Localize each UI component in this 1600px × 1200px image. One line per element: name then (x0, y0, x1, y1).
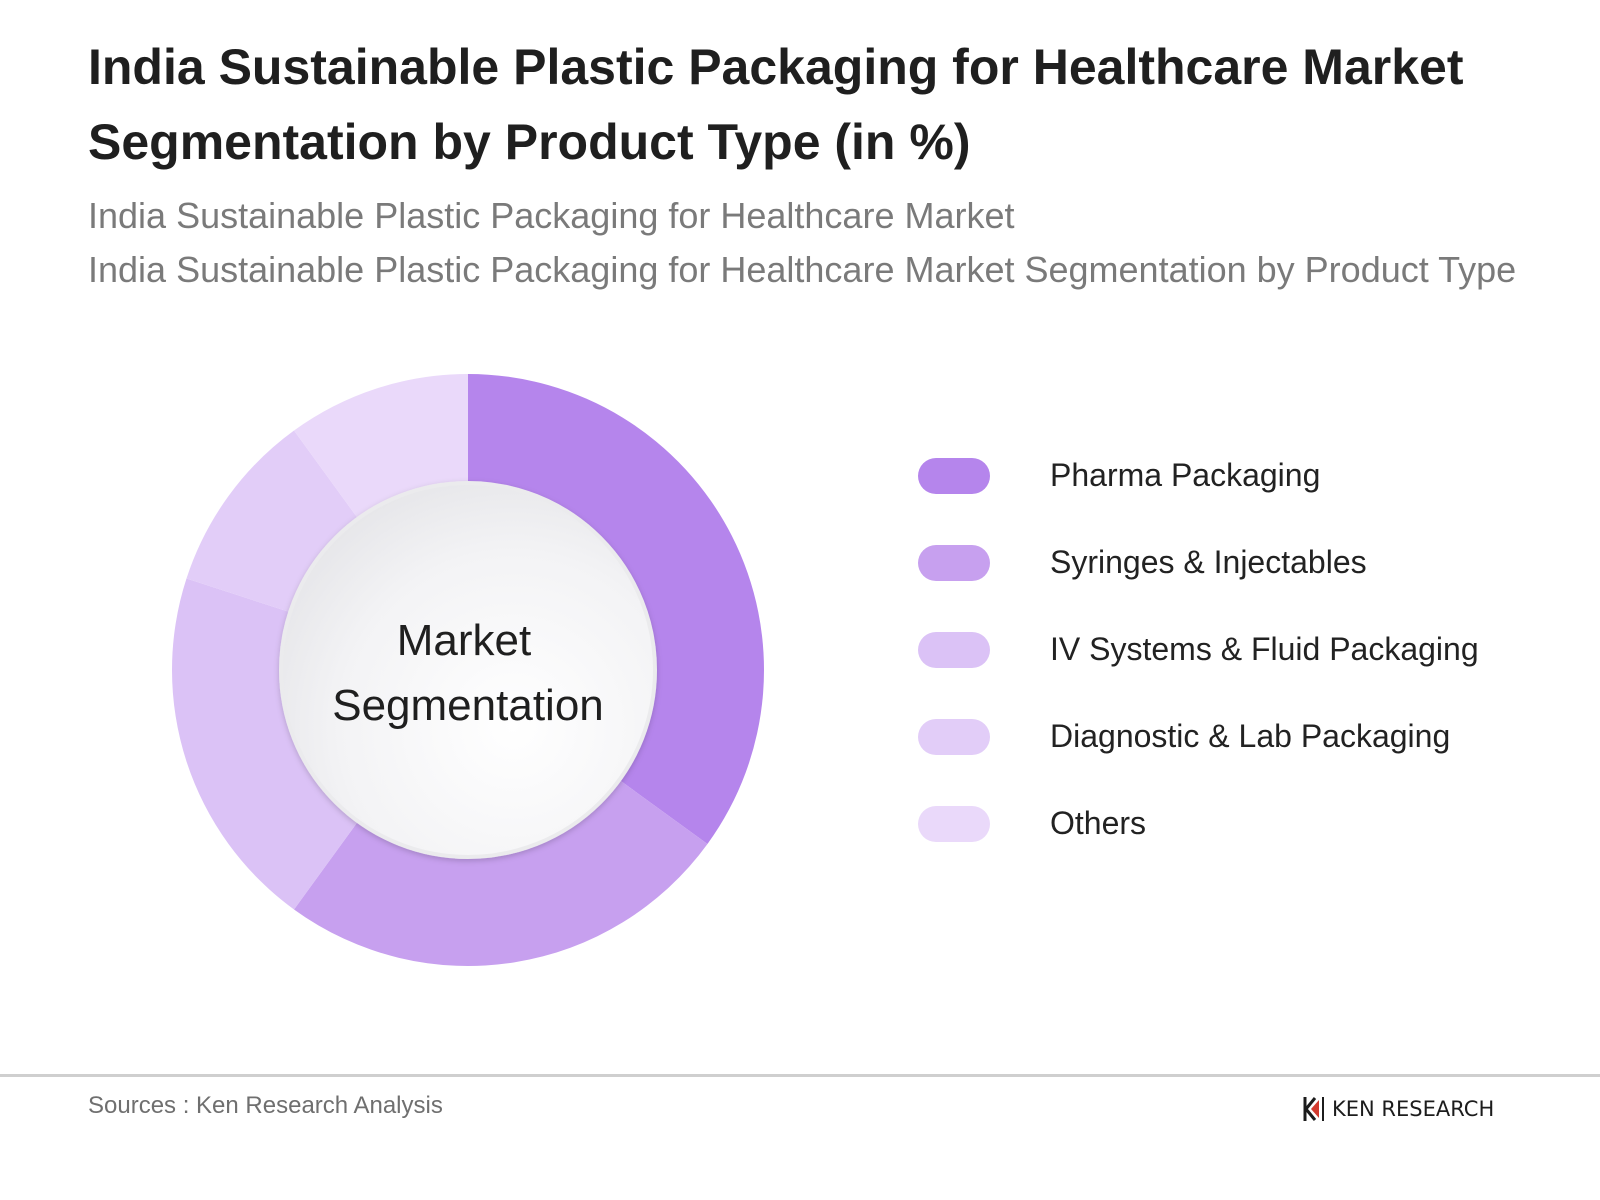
donut-chart: Market Segmentation (171, 374, 765, 966)
logo-text: KEN RESEARCH (1332, 1097, 1495, 1121)
footer-divider (0, 1074, 1600, 1077)
legend-label: Pharma Packaging (1050, 457, 1321, 493)
donut-center-disc (279, 481, 657, 859)
legend-label: Syringes & Injectables (1050, 544, 1367, 580)
legend-item-syringes-injectables: Syringes & Injectables (918, 542, 1518, 582)
chart-subtitle-2: India Sustainable Plastic Packaging for … (88, 249, 1517, 290)
ken-research-logo-icon (1303, 1097, 1324, 1121)
legend-label: Others (1050, 805, 1147, 841)
center-label-line-2: Segmentation (332, 681, 604, 730)
legend-swatch (918, 632, 990, 668)
center-label-line-1: Market (397, 616, 531, 665)
legend-swatch (918, 806, 990, 842)
legend-swatch (918, 719, 990, 755)
donut-slices (171, 374, 765, 966)
legend-label: IV Systems & Fluid Packaging (1050, 631, 1479, 667)
legend-swatch (918, 545, 990, 581)
source-note: Sources : Ken Research Analysis (88, 1092, 443, 1119)
legend-swatch (918, 458, 990, 494)
legend-item-others: Others (918, 803, 1518, 843)
legend-item-pharma-packaging: Pharma Packaging (918, 455, 1518, 495)
legend-item-iv-systems-fluid-packaging: IV Systems & Fluid Packaging (918, 629, 1518, 669)
donut-slice-syringes-injectables (294, 775, 708, 966)
chart-subtitle-1: India Sustainable Plastic Packaging for … (88, 195, 1015, 236)
donut-slice-iv-systems-fluid-packaging (171, 578, 363, 910)
donut-slice-pharma-packaging (468, 374, 765, 844)
legend-item-diagnostic-lab-packaging: Diagnostic & Lab Packaging (918, 716, 1518, 756)
chart-title: India Sustainable Plastic Packaging for … (88, 39, 1464, 170)
legend-label: Diagnostic & Lab Packaging (1050, 718, 1451, 754)
